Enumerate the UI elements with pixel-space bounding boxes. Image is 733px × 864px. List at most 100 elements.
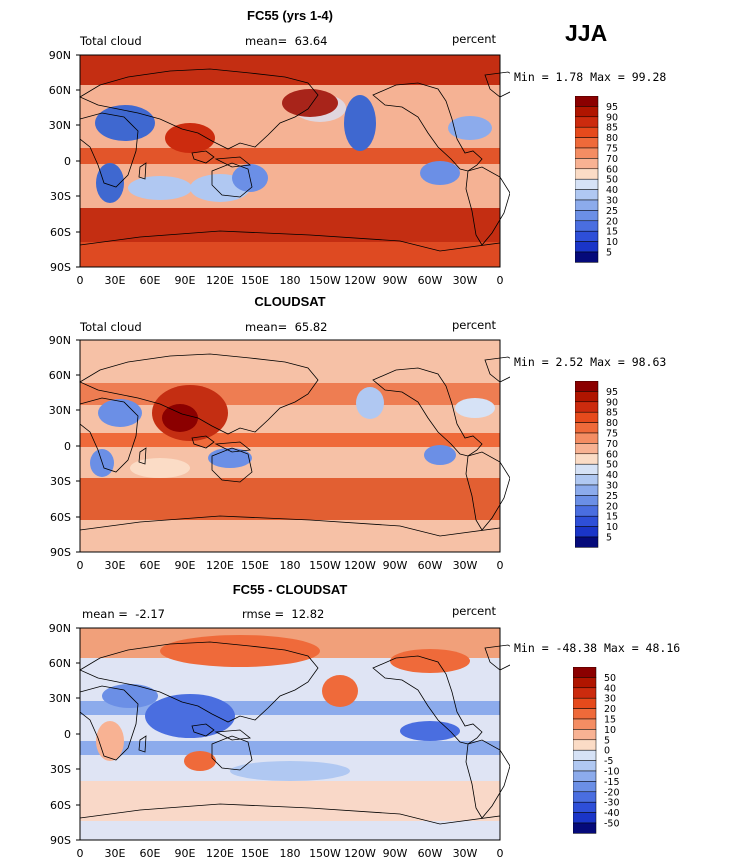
colorbar-level-label: 40 (604, 683, 616, 694)
panel-1-lon-label: 0 (77, 274, 84, 287)
colorbar-swatch (574, 432, 599, 444)
panel-3-lat-label: 90S (50, 834, 71, 847)
colorbar-level-label: 85 (606, 408, 618, 419)
panel-3-mean-value: -2.17 (135, 607, 165, 621)
panel-2-lon-label: 120E (206, 559, 234, 572)
panel-1-lon-label: 180 (280, 274, 301, 287)
colorbar-swatch (574, 106, 599, 118)
panel-3-lon-label: 150E (241, 847, 269, 860)
panel-1-lat-label: 90N (49, 49, 71, 62)
colorbar-swatch (574, 126, 599, 138)
colorbar-level-label: 25 (606, 491, 618, 502)
panel-3-lon-label: 120W (344, 847, 376, 860)
panel-2-left-label: Total cloud (80, 320, 142, 334)
colorbar-swatch (574, 401, 599, 413)
panel-3-lat-label: 0 (64, 728, 71, 741)
panel-1-lon-label: 30W (453, 274, 478, 287)
colorbar-swatch (574, 199, 599, 211)
colorbar-level-label: 5 (606, 248, 612, 259)
panel-3-rmse-value: 12.82 (291, 607, 325, 621)
colorbar-swatch (574, 463, 599, 475)
panel-2-title: CLOUDSAT (254, 294, 326, 309)
colorbar-level-label: 90 (606, 112, 618, 123)
colorbar-level-label: 30 (606, 481, 618, 492)
panel-2-map: 90N 60N 30N 0 30S 60S 90S 0 30E 60E 90E … (49, 334, 510, 572)
colorbar-level-label: -10 (604, 767, 620, 778)
panel-3-lat-label: 30N (49, 692, 71, 705)
colorbar-level-label: 75 (606, 429, 618, 440)
panel-1-map: 90N 60N 30N 0 30S 60S 90S 0 30E 60E 90E … (49, 49, 510, 287)
colorbar-swatch (574, 147, 599, 159)
colorbar-level-label: 95 (606, 387, 618, 398)
panel-3-lon-label: 0 (497, 847, 504, 860)
panel-1-lon-label: 90W (383, 274, 408, 287)
colorbar-level-label: 20 (604, 704, 616, 715)
panel-1-lat-label: 30N (49, 119, 71, 132)
panel-2-lon-label: 0 (77, 559, 84, 572)
colorbar-level-label: 70 (606, 154, 618, 165)
colorbar-swatch (574, 251, 599, 263)
colorbar-swatch (574, 391, 599, 403)
colorbar-level-label: -40 (604, 808, 620, 819)
panel-2-mean-label: mean= 65.82 (245, 320, 328, 334)
panel-3-lon-label: 0 (77, 847, 84, 860)
panel-1-lat-ticks (76, 54, 80, 268)
panel-1-lat-label: 60N (49, 84, 71, 97)
colorbar-swatch (572, 822, 597, 834)
colorbar-level-label: 40 (606, 470, 618, 481)
colorbar-swatch (574, 116, 599, 128)
colorbar-swatch (574, 422, 599, 434)
panel-1-lat-label: 30S (50, 190, 71, 203)
panel-2-lat-label: 90S (50, 546, 71, 559)
panel-2-lon-label: 90W (383, 559, 408, 572)
colorbar-swatch (574, 178, 599, 190)
panel-3-title: FC55 - CLOUDSAT (232, 582, 348, 597)
colorbar-level-label: 85 (606, 123, 618, 134)
panel-1-title: FC55 (yrs 1-4) (247, 8, 333, 23)
colorbar-swatch (574, 526, 599, 538)
colorbar-level-label: 5 (604, 735, 610, 746)
colorbar-swatch (574, 484, 599, 496)
panel-3-lat-label: 90N (49, 622, 71, 635)
colorbar-level-label: 20 (606, 501, 618, 512)
colorbar-level-label: 10 (606, 237, 618, 248)
colorbar-level-label: 10 (606, 522, 618, 533)
colorbar-swatch (574, 158, 599, 170)
colorbar-swatch (574, 241, 599, 253)
colorbar-swatch (572, 739, 597, 751)
colorbar-level-label: 15 (606, 512, 618, 523)
colorbar-swatch (574, 443, 599, 455)
panel-1-mean-value: 63.64 (294, 34, 328, 48)
colorbar-level-label: 50 (604, 673, 616, 684)
panel-3-mean-label: mean = -2.17 (82, 607, 165, 621)
panel-1-lon-label: 60W (418, 274, 443, 287)
panel-3-lat-label: 60N (49, 657, 71, 670)
panel-3-map: 90N 60N 30N 0 30S 60S 90S 0 30E 60E 90E … (49, 622, 510, 860)
panel-1-mean-label: mean= 63.64 (245, 34, 328, 48)
colorbar-level-label: 90 (606, 397, 618, 408)
colorbar-swatch (574, 137, 599, 149)
panel-2-lat-label: 0 (64, 440, 71, 453)
colorbar-swatch (572, 760, 597, 772)
colorbar-level-label: 95 (606, 102, 618, 113)
panel-2-colorbar: 95 90 85 80 75 70 60 50 40 30 25 20 15 10 5 (574, 380, 685, 549)
panel-1-lon-label: 150E (241, 274, 269, 287)
colorbar-level-label: 75 (606, 144, 618, 155)
colorbar-swatch (574, 220, 599, 232)
panel-3-lon-label: 30W (453, 847, 478, 860)
colorbar-swatch (574, 453, 599, 465)
panel-3-rmse-label: rmse = 12.82 (242, 607, 325, 621)
panel-2-lat-label: 90N (49, 334, 71, 347)
colorbar-level-label: 80 (606, 418, 618, 429)
panel-2-lon-label: 0 (497, 559, 504, 572)
panel-1-lon-label: 90E (175, 274, 196, 287)
colorbar-swatch (574, 230, 599, 242)
panel-2-lon-label: 150E (241, 559, 269, 572)
panel-3-lon-label: 150W (309, 847, 341, 860)
colorbar-swatch (574, 495, 599, 507)
panel-1-lon-label: 0 (497, 274, 504, 287)
panel-1-units: percent (452, 32, 497, 46)
colorbar-level-label: -5 (604, 756, 613, 767)
panel-2-lon-label: 60E (140, 559, 161, 572)
colorbar-level-label: 50 (606, 175, 618, 186)
